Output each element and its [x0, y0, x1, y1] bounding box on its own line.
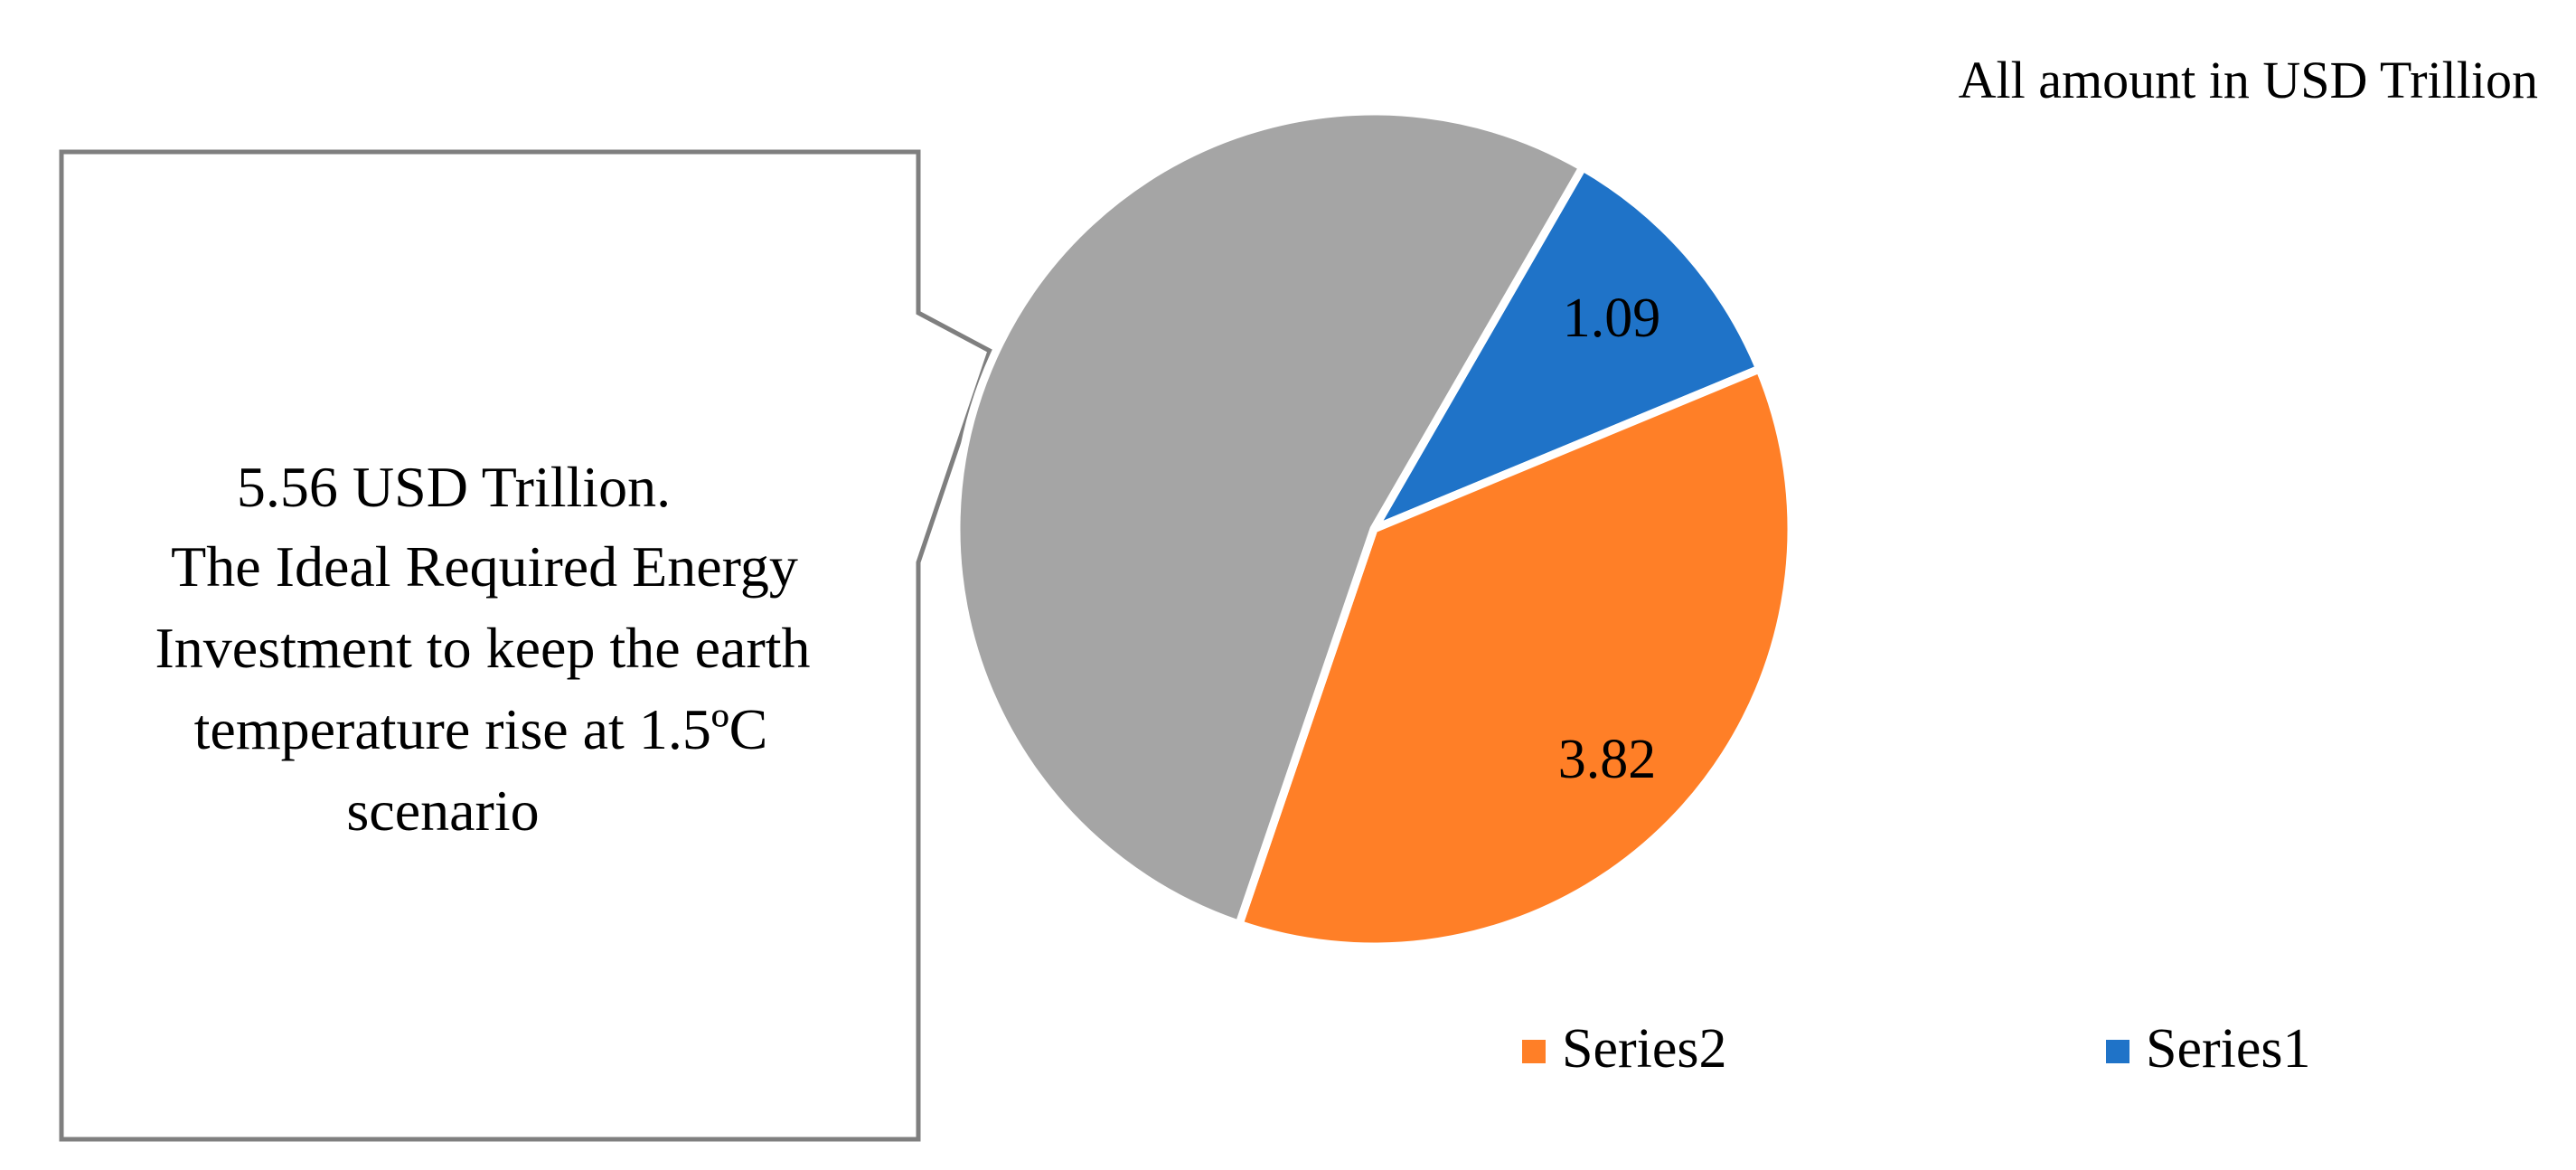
callout-line: 5.56 USD Trillion. [237, 455, 671, 519]
pie-slice-series2 [1235, 364, 1796, 951]
legend-swatch-series1 [2106, 1040, 2129, 1063]
callout-line: scenario [346, 778, 539, 843]
callout-line: The Ideal Required Energy [171, 534, 798, 599]
pie-chart [952, 107, 1796, 951]
callout-line: temperature rise at 1.5ºC [194, 697, 768, 761]
pie-slice-series1 [1369, 163, 1764, 533]
legend: Series2 Series1 [1522, 1018, 2311, 1080]
callout-box [59, 149, 993, 1142]
legend-label-series1: Series1 [2146, 1018, 2311, 1080]
slice-label-series2: 3.82 [1558, 729, 1657, 790]
pie-slice-remainder [952, 107, 1587, 929]
callout-text: 5.56 USD Trillion. The Ideal Required En… [155, 455, 824, 843]
legend-swatch-series2 [1522, 1040, 1546, 1063]
units-note: All amount in USD Trillion [1959, 51, 2538, 109]
slice-label-series1: 1.09 [1563, 288, 1661, 349]
legend-label-series2: Series2 [1562, 1018, 1727, 1080]
callout-line: Investment to keep the earth [155, 616, 810, 680]
